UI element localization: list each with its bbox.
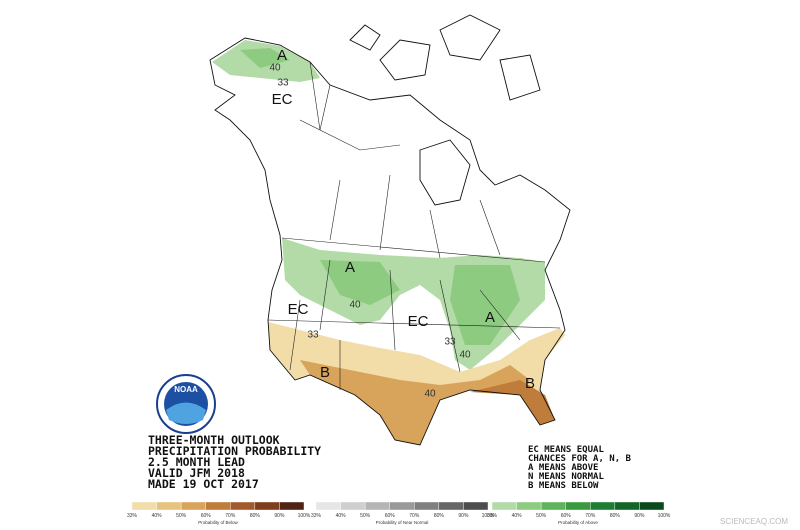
- legend-swatch: [364, 501, 390, 511]
- map: A 40 33 EC A 40 EC 33 EC A 33 40 B 40 B: [209, 14, 571, 446]
- legend-swatch: [340, 501, 366, 511]
- legend-swatch: [438, 501, 464, 511]
- legend-swatch: [414, 501, 440, 511]
- legend-swatch: [590, 501, 616, 511]
- arctic-islands: [349, 14, 541, 101]
- legend-tick: 80%: [250, 513, 261, 519]
- legend-tick: 33%: [127, 513, 138, 519]
- map-label: 33: [277, 78, 289, 89]
- legend-caption: Probability of Below: [198, 520, 238, 525]
- legend-swatch: [315, 501, 341, 511]
- above-40-west: [320, 260, 400, 305]
- map-label: 40: [349, 300, 361, 311]
- legend-caption: Probability of Above: [558, 520, 598, 525]
- above-40-alaska: [240, 48, 290, 68]
- map-label: 40: [424, 389, 436, 400]
- legend-tick: 70%: [409, 513, 420, 519]
- note-line: A MEANS ABOVE: [528, 463, 598, 473]
- map-label: B: [320, 364, 330, 381]
- legend-tick: 70%: [225, 513, 236, 519]
- notes: EC MEANS EQUAL CHANCES FOR A, N, B A MEA…: [528, 445, 632, 491]
- watermark: SCIENCEAQ.COM: [720, 517, 788, 526]
- legend-tick: 60%: [201, 513, 212, 519]
- legend-swatch: [254, 501, 280, 511]
- legend-tick: 60%: [385, 513, 396, 519]
- legend-swatch: [131, 501, 157, 511]
- map-label: 40: [459, 350, 471, 361]
- legend-tick: 90%: [274, 513, 285, 519]
- legend-tick: 50%: [176, 513, 187, 519]
- legend-tick: 80%: [434, 513, 445, 519]
- legend-tick: 70%: [585, 513, 596, 519]
- legend-tick: 80%: [610, 513, 621, 519]
- legend-tick: 60%: [561, 513, 572, 519]
- map-label: B: [525, 375, 535, 392]
- legend-tick: 100%: [658, 513, 671, 519]
- below-50-southeast: [470, 380, 555, 425]
- map-label: EC: [272, 91, 293, 108]
- legend-swatch: [540, 501, 566, 511]
- legend-swatch: [463, 501, 489, 511]
- hudson-bay: [419, 139, 471, 206]
- note-line: B MEANS BELOW: [528, 481, 599, 491]
- legend-tick: 33%: [311, 513, 322, 519]
- map-label: EC: [408, 313, 429, 330]
- map-label: A: [485, 309, 495, 326]
- legend-tick: 90%: [634, 513, 645, 519]
- noaa-logo: NOAA: [156, 374, 216, 434]
- legend-swatch: [279, 501, 305, 511]
- legend-tick: 90%: [458, 513, 469, 519]
- coastline: [209, 37, 571, 446]
- legend-tick: 40%: [336, 513, 347, 519]
- legend-tick: 40%: [152, 513, 163, 519]
- below-40-south: [300, 360, 530, 445]
- legend-swatch: [516, 501, 542, 511]
- map-label: 40: [269, 63, 281, 74]
- legend-tick: 50%: [360, 513, 371, 519]
- legend-tick: 100%: [482, 513, 495, 519]
- title-line: MADE 19 OCT 2017: [148, 477, 259, 491]
- legend-tick: 100%: [298, 513, 311, 519]
- map-label: A: [277, 47, 287, 64]
- borders: [267, 61, 561, 390]
- legend: 33% 40% 50% 60% 70% 80% 90% 100% Probability of …: [127, 501, 671, 525]
- legend-swatch: [180, 501, 206, 511]
- title-block: THREE-MONTH OUTLOOK PRECIPITATION PROBAB…: [148, 433, 321, 491]
- legend-swatch: [565, 501, 591, 511]
- note-line: EC MEANS EQUAL: [528, 445, 604, 455]
- legend-swatch: [156, 501, 182, 511]
- logo-wave: [166, 402, 206, 424]
- legend-tick: 50%: [536, 513, 547, 519]
- map-label: A: [345, 259, 355, 276]
- legend-swatch: [389, 501, 415, 511]
- logo-text: NOAA: [174, 385, 198, 394]
- legend-tick: 33%: [487, 513, 498, 519]
- map-label: 33: [307, 330, 319, 341]
- title-line: PRECIPITATION PROBABILITY: [148, 444, 321, 458]
- title-line: 2.5 MONTH LEAD: [148, 455, 245, 469]
- title-line: THREE-MONTH OUTLOOK: [148, 433, 280, 447]
- legend-swatch: [639, 501, 665, 511]
- legend-swatch: [205, 501, 231, 511]
- legend-tick: 40%: [512, 513, 523, 519]
- above-40-east: [450, 265, 520, 345]
- map-label: EC: [288, 301, 309, 318]
- legend-swatch: [614, 501, 640, 511]
- legend-swatch: [491, 501, 517, 511]
- map-label: 33: [444, 337, 456, 348]
- title-line: VALID JFM 2018: [148, 466, 245, 480]
- note-line: N MEANS NORMAL: [528, 472, 604, 482]
- note-line: CHANCES FOR A, N, B: [528, 454, 632, 464]
- legend-caption: Probability of Near Normal: [376, 520, 429, 525]
- legend-swatch: [230, 501, 256, 511]
